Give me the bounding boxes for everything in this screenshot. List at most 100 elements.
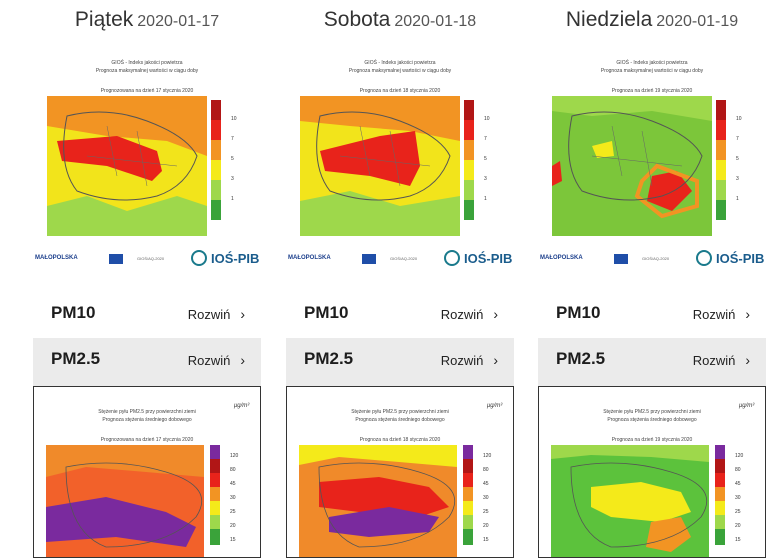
pm25-row[interactable]: PM2.5 Rozwiń › <box>286 338 514 386</box>
forecast-map-image <box>300 96 460 236</box>
pm25-unit: μg/m³ <box>234 403 250 409</box>
day-name: Piątek <box>74 8 134 31</box>
logo-row: MAŁOPOLSKA GIOŚ/AQ-2020 IOŚ-PIB <box>33 250 261 268</box>
ios-pib-logo: IOŚ-PIB <box>191 250 261 268</box>
legend-tick: 20 <box>735 523 741 529</box>
ios-circle-icon <box>444 250 460 266</box>
legend-tick: 5 <box>231 156 234 162</box>
ios-circle-icon <box>696 250 712 266</box>
day-name: Sobota <box>323 8 391 31</box>
legend-tick: 15 <box>735 537 741 543</box>
expand-label: Rozwiń <box>692 307 736 322</box>
gios-code: GIOŚ/AQ-2020 <box>137 256 165 261</box>
pm25-label: PM2.5 <box>304 349 354 368</box>
malopolska-logo: MAŁOPOLSKA <box>35 255 78 261</box>
pm25-expand-button[interactable]: Rozwiń › <box>693 352 750 368</box>
ios-pib-logo: IOŚ-PIB <box>444 250 514 268</box>
map-subtitle: Prognoza na dzień 19 stycznia 2020 <box>611 88 693 94</box>
forecast-map-image <box>47 96 207 236</box>
legend-tick: 3 <box>484 176 487 182</box>
legend-tick: 25 <box>230 509 236 515</box>
legend-tick: 5 <box>736 156 739 162</box>
legend-tick: 1 <box>231 196 234 202</box>
legend-tick: 20 <box>230 523 236 529</box>
legend-tick: 80 <box>483 467 489 473</box>
legend-tick: 30 <box>735 495 741 501</box>
map-subtitle: Prognoza na dzień 18 stycznia 2020 <box>359 88 441 94</box>
chevron-right-icon: › <box>240 306 245 322</box>
expand-label: Rozwiń <box>440 353 484 368</box>
pm25-forecast-map-image <box>46 445 204 557</box>
legend-tick: 80 <box>735 467 741 473</box>
pm25-legend-scale <box>715 445 725 545</box>
ios-pib-text: IOŚ-PIB <box>211 251 260 266</box>
pm25-legend-scale <box>210 445 220 545</box>
pm25-legend-labels: 120 80 45 30 25 20 15 <box>483 445 503 545</box>
pm10-row[interactable]: PM10 Rozwiń › <box>538 292 766 336</box>
legend-tick: 45 <box>483 481 489 487</box>
map-title: Prognoza maksymalnej wartości w ciągu do… <box>95 68 199 74</box>
pm25-label: PM2.5 <box>51 349 101 368</box>
pm25-unit: μg/m³ <box>487 403 503 409</box>
expand-label: Rozwiń <box>187 307 231 322</box>
pm10-legend-labels: 10 7 5 3 1 <box>231 100 245 220</box>
legend-tick: 30 <box>230 495 236 501</box>
legend-tick: 10 <box>736 116 742 122</box>
legend-tick: 25 <box>735 509 741 515</box>
chevron-right-icon: › <box>745 352 750 368</box>
ios-pib-text: IOŚ-PIB <box>464 251 513 266</box>
malopolska-logo: MAŁOPOLSKA <box>288 255 331 261</box>
day-date: 2020-01-17 <box>137 13 220 30</box>
pm10-index-map: GIOŚ - Indeks jakości powietrza Prognoza… <box>33 44 261 272</box>
logo-row: MAŁOPOLSKA GIOŚ/AQ-2020 IOŚ-PIB <box>286 250 514 268</box>
legend-tick: 10 <box>484 116 490 122</box>
pm10-expand-button[interactable]: Rozwiń › <box>188 306 245 322</box>
chevron-right-icon: › <box>240 352 245 368</box>
pm25-row[interactable]: PM2.5 Rozwiń › <box>538 338 766 386</box>
legend-tick: 120 <box>483 453 492 459</box>
legend-tick: 15 <box>230 537 236 543</box>
legend-tick: 10 <box>231 116 237 122</box>
legend-tick: 1 <box>736 196 739 202</box>
map-subtitle: Prognoza na dzień 19 stycznia 2020 <box>611 437 693 443</box>
legend-tick: 25 <box>483 509 489 515</box>
pm25-forecast-map-image <box>299 445 457 557</box>
expand-label: Rozwiń <box>692 353 736 368</box>
map-title: Stężenie pyłu PM2.5 przy powierzchni zie… <box>603 409 701 415</box>
pm10-legend-scale <box>464 100 474 220</box>
chevron-right-icon: › <box>745 306 750 322</box>
chevron-right-icon: › <box>493 352 498 368</box>
pm10-expand-button[interactable]: Rozwiń › <box>441 306 498 322</box>
pm10-legend-scale <box>211 100 221 220</box>
legend-tick: 7 <box>231 136 234 142</box>
day-header: Sobota 2020-01-18 <box>286 8 514 38</box>
pm25-expand-button[interactable]: Rozwiń › <box>441 352 498 368</box>
pm10-index-map: GIOŚ - Indeks jakości powietrza Prognoza… <box>286 44 514 272</box>
map-title: Prognoza maksymalnej wartości w ciągu do… <box>600 68 704 74</box>
pm10-label: PM10 <box>51 303 96 322</box>
eu-flag-icon <box>362 254 376 264</box>
logo-row: MAŁOPOLSKA GIOŚ/AQ-2020 IOŚ-PIB <box>538 250 766 268</box>
ios-pib-text: IOŚ-PIB <box>716 251 765 266</box>
legend-tick: 120 <box>230 453 239 459</box>
gios-code: GIOŚ/AQ-2020 <box>390 256 418 261</box>
ios-circle-icon <box>191 250 207 266</box>
map-title: GIOŚ - Indeks jakości powietrza <box>616 60 688 66</box>
legend-tick: 3 <box>231 176 234 182</box>
map-title: Prognoza stężenia średniego dobowego <box>355 417 445 423</box>
pm10-row[interactable]: PM10 Rozwiń › <box>286 292 514 336</box>
pm25-row[interactable]: PM2.5 Rozwiń › <box>33 338 261 386</box>
ios-pib-logo: IOŚ-PIB <box>696 250 766 268</box>
legend-tick: 1 <box>484 196 487 202</box>
pm10-expand-button[interactable]: Rozwiń › <box>693 306 750 322</box>
pm25-expand-button[interactable]: Rozwiń › <box>188 352 245 368</box>
legend-tick: 7 <box>736 136 739 142</box>
pm10-row[interactable]: PM10 Rozwiń › <box>33 292 261 336</box>
pm10-legend-scale <box>716 100 726 220</box>
legend-tick: 30 <box>483 495 489 501</box>
day-name: Niedziela <box>565 8 653 31</box>
map-title: Stężenie pyłu PM2.5 przy powierzchni zie… <box>351 409 449 415</box>
pm10-label: PM10 <box>556 303 601 322</box>
pm25-label: PM2.5 <box>556 349 606 368</box>
eu-flag-icon <box>109 254 123 264</box>
